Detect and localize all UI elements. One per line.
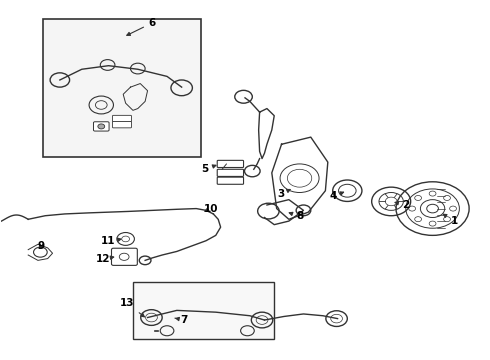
Text: 11: 11	[100, 237, 121, 247]
Text: 8: 8	[289, 211, 303, 221]
FancyBboxPatch shape	[113, 115, 131, 122]
Text: 1: 1	[443, 214, 458, 226]
Text: 2: 2	[395, 200, 410, 210]
Circle shape	[98, 124, 105, 129]
Text: 6: 6	[127, 18, 156, 35]
Text: 5: 5	[201, 164, 216, 174]
Text: 10: 10	[204, 203, 218, 213]
FancyBboxPatch shape	[217, 177, 244, 184]
Text: 7: 7	[175, 315, 188, 325]
Text: 13: 13	[120, 298, 145, 317]
Text: 4: 4	[330, 191, 343, 201]
Text: 3: 3	[277, 189, 290, 199]
Bar	[133, 282, 274, 339]
FancyBboxPatch shape	[94, 122, 109, 131]
FancyBboxPatch shape	[113, 121, 131, 128]
Text: 12: 12	[96, 254, 114, 264]
FancyBboxPatch shape	[217, 169, 244, 176]
FancyBboxPatch shape	[112, 248, 137, 265]
FancyBboxPatch shape	[217, 160, 244, 167]
Bar	[43, 19, 201, 157]
Text: 9: 9	[38, 241, 45, 251]
